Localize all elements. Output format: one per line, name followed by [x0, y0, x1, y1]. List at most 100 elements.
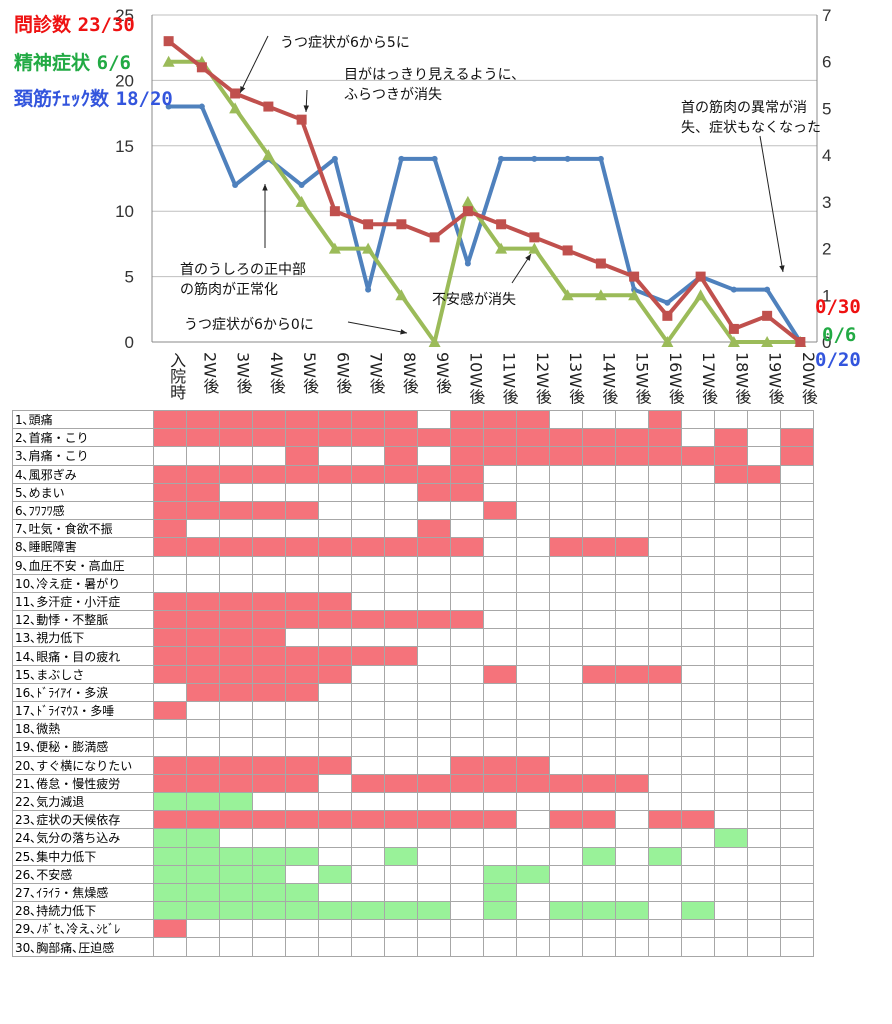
symptom-cell [153, 628, 187, 648]
table-row: 16､ﾄﾞﾗｲｱｲ・多涙 [12, 682, 814, 703]
symptom-cell [780, 773, 814, 793]
symptom-cell [516, 700, 550, 721]
symptom-cell [219, 810, 253, 830]
end-label-questionnaire: 0/30 [815, 296, 861, 318]
symptom-label: 22､気力減退 [12, 791, 154, 812]
symptom-label: 6､ﾌﾜﾌﾜ感 [12, 500, 154, 521]
symptom-cell [318, 755, 352, 775]
symptom-cell [318, 937, 352, 957]
right-tick-label: 1 [822, 286, 831, 305]
symptom-cell [186, 700, 220, 721]
symptom-cell [648, 537, 682, 557]
symptom-cell [384, 864, 418, 884]
symptom-cell [450, 409, 484, 430]
symptom-cell [318, 646, 352, 666]
category-label: 14W後 [599, 352, 618, 404]
symptom-cell [615, 919, 649, 939]
symptom-cell [615, 719, 649, 739]
point-m [362, 242, 375, 254]
symptom-cell [681, 610, 715, 630]
symptom-cell [681, 719, 715, 739]
point-q [795, 337, 806, 347]
symptom-cell [153, 919, 187, 939]
symptom-cell [417, 573, 451, 593]
symptom-cell [285, 719, 319, 739]
annotation-text: 目がはっきり見えるように、 [344, 67, 525, 83]
symptom-cell [516, 791, 550, 812]
symptom-cell [483, 610, 517, 630]
symptom-cell [417, 500, 451, 521]
symptom-cell [681, 591, 715, 612]
symptom-cell [747, 555, 781, 575]
symptom-cell [351, 700, 385, 721]
symptom-cell [153, 573, 187, 593]
right-tick-label: 5 [822, 99, 831, 118]
category-label: 11W後 [500, 352, 519, 404]
symptom-cell [318, 573, 352, 593]
point-n [464, 260, 471, 267]
symptom-cell [417, 882, 451, 903]
symptom-cell [780, 810, 814, 830]
symptom-cell [615, 446, 649, 466]
symptom-cell [450, 919, 484, 939]
symptom-cell [615, 737, 649, 757]
symptom-cell [285, 864, 319, 884]
symptom-cell [615, 682, 649, 703]
symptom-cell [516, 537, 550, 557]
point-m [561, 289, 574, 301]
point-n [198, 103, 205, 110]
symptom-cell [615, 664, 649, 684]
symptom-cell [549, 555, 583, 575]
symptom-cell [384, 846, 418, 866]
symptom-cell [516, 664, 550, 684]
point-q [762, 310, 773, 321]
symptom-cell [714, 664, 748, 684]
point-m [162, 55, 175, 67]
legend-questionnaire-value: 23/30 [77, 14, 135, 36]
symptom-cell [351, 464, 385, 484]
symptom-cell [186, 919, 220, 939]
symptom-cell [681, 519, 715, 539]
symptom-cell [153, 737, 187, 757]
symptom-cell [780, 882, 814, 903]
table-row: 15､まぶしさ [12, 664, 814, 684]
symptom-cell [549, 482, 583, 502]
symptom-cell [714, 864, 748, 884]
symptom-cell [483, 409, 517, 430]
symptom-cell [747, 646, 781, 666]
symptom-cell [384, 537, 418, 557]
symptom-cell [681, 628, 715, 648]
table-row: 30､胸部痛､圧迫感 [12, 937, 814, 957]
symptom-cell [318, 409, 352, 430]
symptom-cell [549, 719, 583, 739]
symptom-cell [615, 628, 649, 648]
end-label-neck: 0/20 [815, 349, 861, 371]
symptom-cell [747, 919, 781, 939]
symptom-cell [582, 937, 616, 957]
symptom-cell [549, 500, 583, 521]
symptom-cell [648, 791, 682, 812]
symptom-cell [648, 409, 682, 430]
symptom-cell [681, 464, 715, 484]
symptom-cell [648, 810, 682, 830]
symptom-trend-chart: 0 5 10 15 20 25 0 1 2 3 4 5 6 7 入院時 2W後 3W後 4W後 5W後 6W後 7W後 8… [115, 6, 831, 404]
symptom-cell [582, 828, 616, 848]
symptom-cell [582, 810, 616, 830]
symptom-label: 1､頭痛 [12, 409, 154, 430]
symptom-cell [252, 901, 286, 921]
symptom-cell [615, 846, 649, 866]
symptom-cell [516, 864, 550, 884]
symptom-cell [417, 719, 451, 739]
symptom-cell [351, 882, 385, 903]
symptom-cell [285, 428, 319, 448]
symptom-cell [153, 682, 187, 703]
annotation-text: うつ症状が6から5に [280, 35, 410, 51]
annotation-text: うつ症状が6から0に [184, 317, 314, 333]
symptom-cell [516, 737, 550, 757]
symptom-cell [681, 864, 715, 884]
symptom-cell [516, 628, 550, 648]
symptom-cell [417, 791, 451, 812]
symptom-cell [351, 810, 385, 830]
symptom-cell [351, 646, 385, 666]
symptom-label: 7､吐気・食欲不振 [12, 519, 154, 539]
